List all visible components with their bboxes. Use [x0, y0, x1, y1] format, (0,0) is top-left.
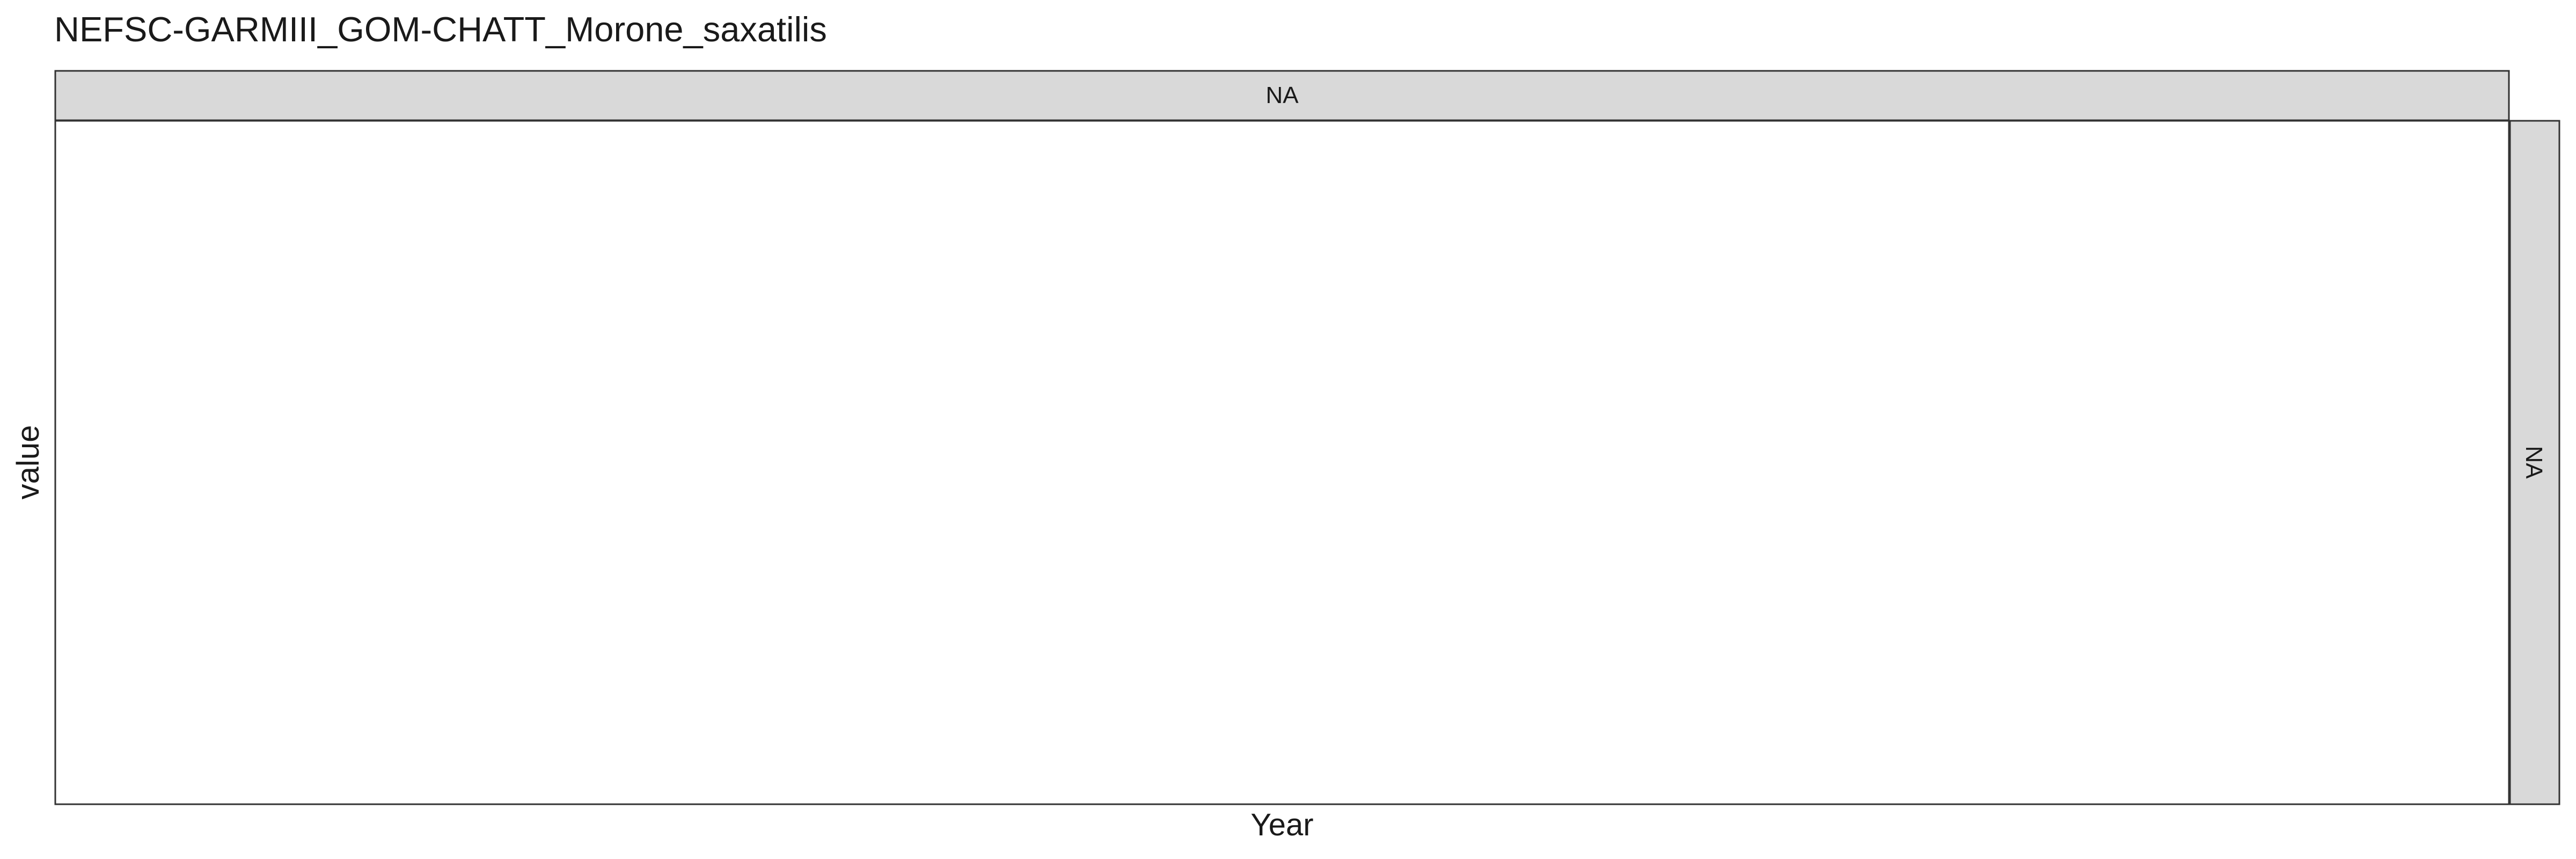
top-strip — [54, 70, 2510, 121]
y-axis-label: value — [11, 425, 46, 500]
plot-panel — [54, 120, 2510, 805]
chart-title: NEFSC-GARMIII_GOM-CHATT_Morone_saxatilis — [54, 10, 827, 49]
right-strip — [2509, 120, 2560, 805]
right-strip-label: NA — [2521, 446, 2547, 479]
top-strip-label: NA — [1265, 82, 1299, 108]
x-axis-label: Year — [1250, 807, 1313, 842]
